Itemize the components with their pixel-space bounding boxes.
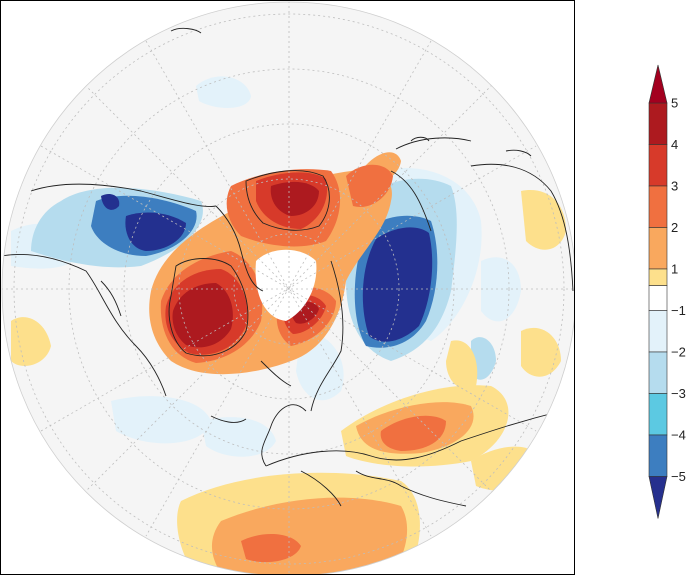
colorbar-tick-label: 5 (671, 96, 678, 111)
colorbar-tick-label: −2 (671, 345, 686, 360)
colorbar-segment (648, 185, 668, 228)
map-disc-edge (1, 1, 574, 574)
colorbar-tick-label: 3 (671, 179, 678, 194)
colorbar-segment (648, 285, 668, 311)
colorbar-tick-label: −4 (671, 428, 686, 443)
graticule (2, 2, 574, 574)
coastlines (2, 27, 574, 507)
neutral-anomaly-area (255, 249, 317, 321)
colorbar-segment (648, 310, 668, 353)
colorbar-segment (648, 144, 668, 187)
extreme-negative-anomaly-areas (101, 194, 433, 342)
polar-anomaly-map (1, 1, 574, 574)
colorbar-segment (648, 351, 668, 394)
colorbar-min-arrow (648, 476, 668, 519)
colorbar-tick-label: 2 (671, 220, 678, 235)
colorbar-tick-label: −5 (671, 469, 686, 484)
colorbar-segment (648, 227, 668, 270)
colorbar-max-arrow (648, 64, 668, 104)
colorbar-tick-label: −3 (671, 386, 686, 401)
colorbar-segment (648, 393, 668, 436)
map-disc (2, 2, 574, 574)
map-panel (0, 0, 575, 575)
colorbar-tick-label: 4 (671, 137, 678, 152)
colorbar-segment (648, 268, 668, 286)
colorbar-tick-label: 1 (671, 262, 678, 277)
colorbar-segment (648, 434, 668, 477)
colorbar-segment (648, 102, 668, 145)
colorbar-tick-label: −1 (671, 303, 686, 318)
